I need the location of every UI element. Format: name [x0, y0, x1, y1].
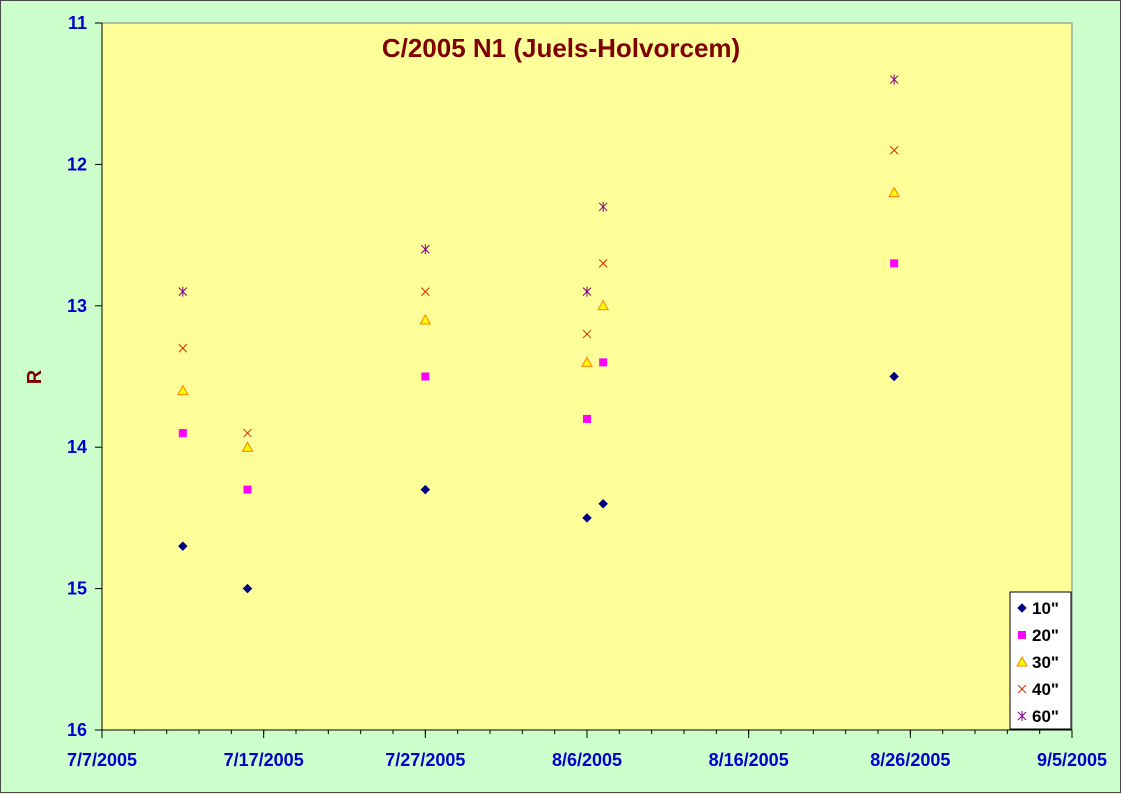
data-point-series-5 [420, 244, 430, 255]
data-marks [176, 74, 901, 594]
data-point-series-1 [598, 498, 609, 509]
data-point-series-1 [177, 541, 188, 552]
x-stroke [420, 287, 430, 297]
data-point-series-5 [582, 286, 592, 297]
data-point-series-2 [583, 414, 591, 423]
x-stroke [889, 145, 899, 155]
legend-marker-3 [1016, 655, 1028, 667]
plot-area [101, 22, 1073, 731]
data-point-series-4 [420, 287, 430, 297]
y-tick-label: 15 [67, 579, 87, 599]
y-tick-label: 12 [67, 154, 87, 174]
y-axis-title: R [24, 369, 46, 384]
x-tick-label: 8/26/2005 [870, 750, 950, 770]
data-point-series-5 [178, 286, 188, 297]
x-tick-label: 8/6/2005 [552, 750, 622, 770]
chart-title: C/2005 N1 (Juels-Holvorcem) [382, 33, 740, 63]
data-point-series-5 [598, 201, 608, 212]
legend: 10" 20" 30" 40" 60" [1009, 591, 1072, 730]
legend-label-2: 20" [1032, 626, 1059, 645]
y-tick-label: 11 [68, 13, 87, 33]
legend-label-5: 60" [1032, 707, 1059, 726]
data-point-series-2 [890, 259, 899, 268]
data-point-series-5 [889, 74, 899, 85]
data-point-series-2 [421, 372, 430, 381]
data-point-series-3 [419, 313, 432, 325]
legend-marker-2 [1018, 631, 1026, 639]
legend-label-4: 40" [1032, 680, 1059, 699]
x-tick-label: 8/16/2005 [709, 750, 789, 770]
x-stroke [243, 428, 252, 438]
data-point-series-1 [889, 371, 900, 382]
data-point-series-1 [420, 484, 431, 495]
data-point-series-2 [178, 429, 187, 438]
data-point-series-2 [599, 358, 608, 367]
x-tick-label: 7/7/2005 [67, 750, 137, 770]
data-point-series-1 [582, 513, 592, 523]
data-point-series-1 [242, 583, 253, 594]
data-point-series-3 [581, 356, 593, 367]
data-point-series-4 [598, 259, 608, 268]
axes: 7/7/2005 7/17/2005 7/27/2005 8/6/2005 8/16/2… [67, 13, 1107, 770]
data-point-series-4 [243, 428, 252, 438]
data-point-series-4 [582, 329, 592, 339]
x-tick-label: 7/27/2005 [385, 750, 465, 770]
data-point-series-3 [176, 384, 189, 396]
legend-label-3: 30" [1032, 653, 1059, 672]
legend-marker-1 [1017, 603, 1027, 613]
y-tick-label: 13 [67, 296, 87, 316]
legend-label-1: 10" [1032, 599, 1059, 618]
x-tick-label: 9/5/2005 [1037, 750, 1107, 770]
y-tick-label: 16 [67, 720, 87, 740]
x-stroke [582, 329, 592, 339]
data-point-series-4 [889, 145, 899, 155]
x-stroke [598, 259, 608, 268]
x-stroke [1017, 684, 1027, 694]
data-point-series-3 [241, 441, 254, 452]
x-tick-label: 7/17/2005 [224, 750, 304, 770]
legend-marker-4 [1017, 684, 1027, 694]
legend-marker-5 [1017, 711, 1027, 721]
data-point-series-3 [597, 299, 610, 311]
x-stroke [178, 343, 188, 353]
data-point-series-2 [243, 485, 252, 494]
y-tick-label: 14 [67, 437, 87, 457]
data-point-series-4 [178, 343, 188, 353]
data-point-series-3 [888, 186, 901, 198]
